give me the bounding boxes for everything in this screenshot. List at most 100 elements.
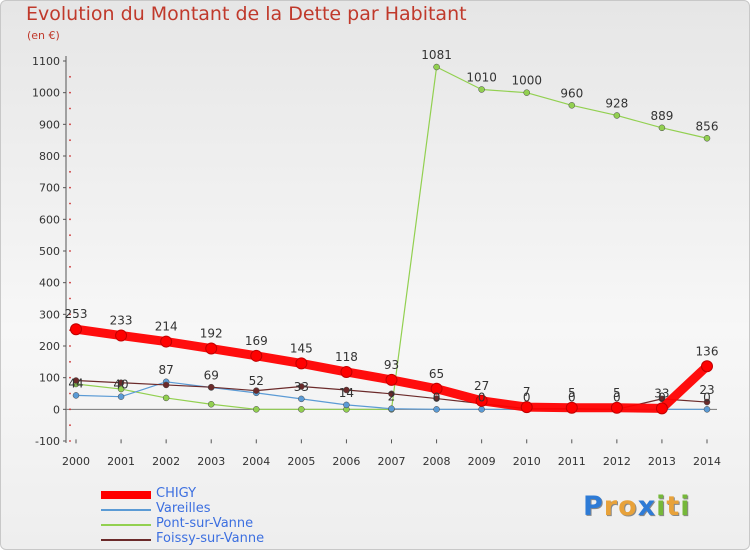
data-label: 889 <box>650 109 673 123</box>
y-tick-label: 600 <box>39 213 60 226</box>
legend-swatch <box>101 491 151 499</box>
data-point <box>433 63 440 71</box>
data-point <box>523 89 530 96</box>
data-label: 14 <box>339 386 354 400</box>
data-point <box>72 392 80 399</box>
y-minor-dot <box>69 250 71 252</box>
data-label: 1000 <box>511 74 542 88</box>
legend-label: Foissy-sur-Vanne <box>156 531 265 546</box>
data-point <box>207 383 215 391</box>
logo-letter: t <box>666 491 681 522</box>
y-minor-dot <box>69 376 71 379</box>
x-tick-label: 2011 <box>558 455 586 468</box>
y-minor-dot <box>69 218 71 221</box>
data-point <box>478 86 485 93</box>
data-label: 192 <box>200 327 223 341</box>
data-label: 0 <box>703 390 711 404</box>
legend-swatch <box>101 509 151 511</box>
y-tick-label: 900 <box>39 118 60 131</box>
data-label: 1081 <box>421 48 452 62</box>
data-label: 928 <box>605 96 628 110</box>
x-tick-label: 2013 <box>648 455 676 468</box>
data-label: 23 <box>699 383 714 397</box>
data-label: 145 <box>290 341 313 355</box>
logo-letter: i <box>680 491 691 522</box>
legend-label: Vareilles <box>156 501 211 516</box>
legend-swatch <box>101 539 151 541</box>
y-tick-label: 400 <box>39 277 60 290</box>
data-point <box>343 386 350 394</box>
y-tick-label: 0 <box>53 403 60 416</box>
data-point <box>613 112 621 119</box>
data-label: 87 <box>159 363 174 377</box>
data-point <box>340 365 353 378</box>
data-point <box>72 377 80 384</box>
x-tick-label: 2001 <box>107 455 135 468</box>
y-tick-label: 500 <box>39 245 60 258</box>
data-label: 0 <box>568 390 576 404</box>
y-minor-dot <box>69 107 71 110</box>
y-minor-dot <box>69 155 71 157</box>
y-minor-dot <box>69 265 71 268</box>
y-minor-dot <box>69 202 71 205</box>
data-label: 1010 <box>466 71 497 85</box>
data-point <box>388 405 395 412</box>
data-label: 253 <box>65 307 88 321</box>
y-minor-dot <box>69 186 71 189</box>
data-point <box>430 382 443 395</box>
data-point <box>433 406 440 413</box>
legend-label: CHIGY <box>156 486 197 501</box>
data-label: 118 <box>335 350 358 364</box>
data-point <box>117 393 125 400</box>
data-label: 2 <box>388 390 396 404</box>
y-minor-dot <box>69 170 71 173</box>
x-tick-label: 2007 <box>378 455 406 468</box>
y-minor-dot <box>69 139 71 142</box>
data-point <box>253 406 260 413</box>
legend-label: Pont-sur-Vanne <box>156 516 254 531</box>
data-label: 33 <box>654 386 669 400</box>
data-point <box>388 390 395 398</box>
logo-letter: r <box>603 491 619 522</box>
y-minor-dot <box>69 424 71 427</box>
data-label: 52 <box>249 374 264 388</box>
data-label: 0 <box>478 390 486 404</box>
data-label: 69 <box>204 368 219 382</box>
y-minor-dot <box>69 281 71 284</box>
y-minor-dot <box>69 91 71 94</box>
logo-letter: o <box>618 491 638 522</box>
data-point <box>385 373 398 386</box>
data-label: 93 <box>384 358 399 372</box>
data-label: 0 <box>658 390 666 404</box>
y-tick-label: 800 <box>39 150 60 163</box>
data-point <box>433 395 440 402</box>
data-label: 65 <box>429 367 444 381</box>
y-tick-label: -100 <box>35 435 60 448</box>
data-label: 40 <box>113 378 128 392</box>
data-point <box>343 401 350 409</box>
data-point <box>115 329 128 342</box>
data-point <box>703 398 711 406</box>
data-point <box>298 395 305 403</box>
y-minor-dot <box>69 75 71 78</box>
data-label: 169 <box>245 334 268 348</box>
data-point <box>658 124 666 132</box>
data-point <box>253 387 260 394</box>
logo-letter: P <box>583 491 604 522</box>
data-point <box>475 394 488 407</box>
data-point <box>160 335 173 348</box>
data-point <box>117 379 125 386</box>
data-point <box>655 402 668 415</box>
y-minor-dot <box>69 313 71 316</box>
x-tick-label: 2004 <box>242 455 270 468</box>
data-label: 33 <box>294 380 309 394</box>
data-point <box>70 323 82 336</box>
chart-title: Evolution du Montant de la Dette par Hab… <box>26 3 467 25</box>
data-point <box>568 102 576 109</box>
data-point <box>703 135 711 142</box>
y-tick-label: 1100 <box>32 55 60 68</box>
unit-label: (en €) <box>27 29 60 42</box>
x-tick-label: 2000 <box>62 455 90 468</box>
